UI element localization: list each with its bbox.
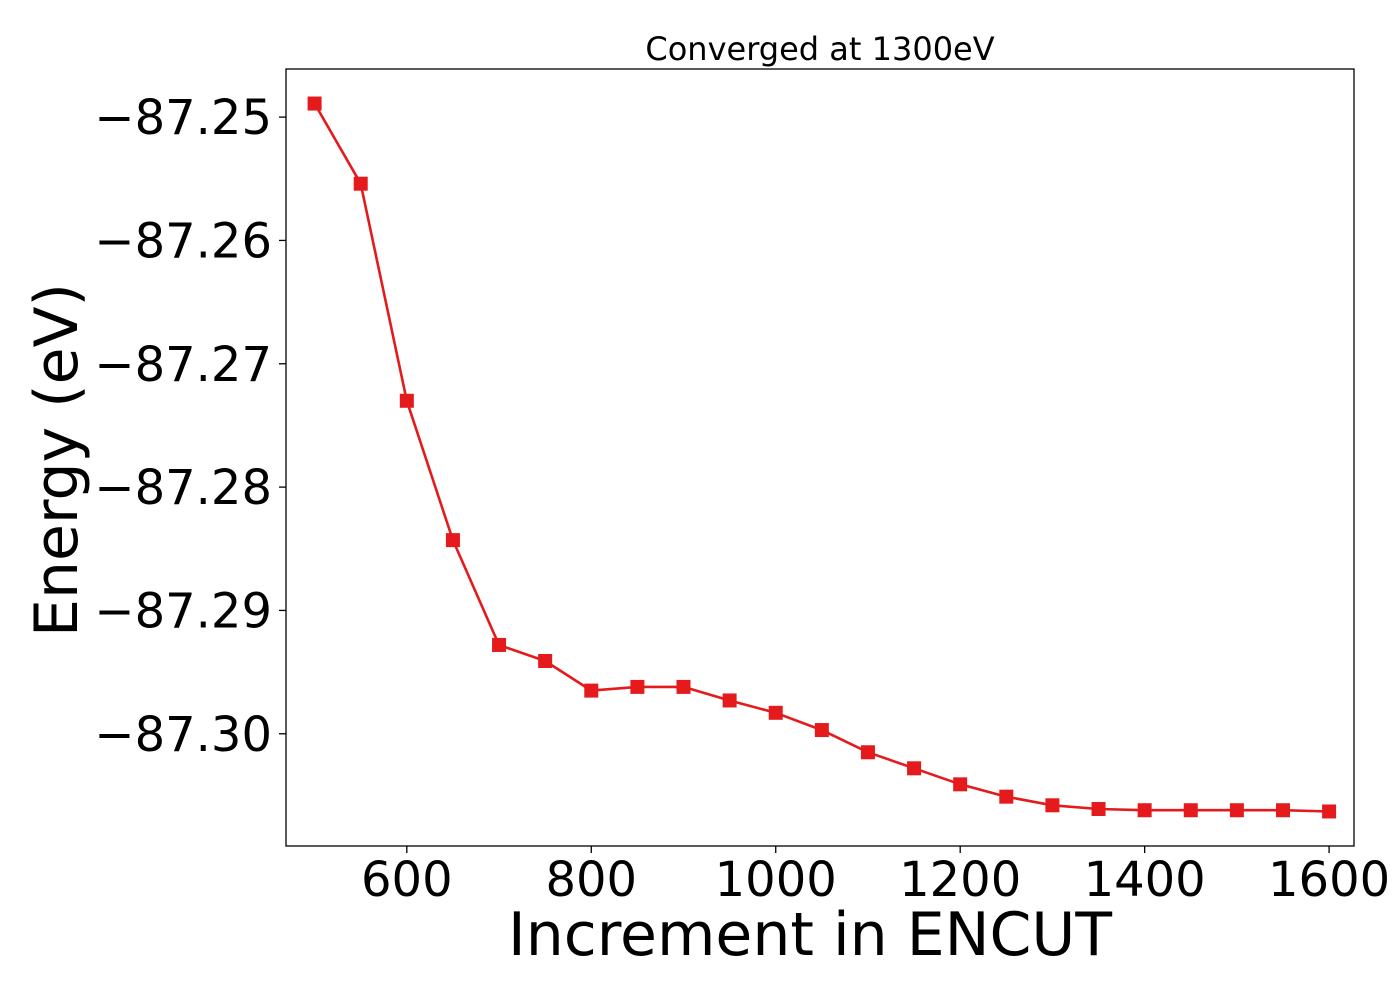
data-point (953, 777, 968, 792)
data-point (1045, 798, 1060, 813)
data-point (1275, 803, 1290, 818)
y-tick-label: −87.30 (94, 707, 272, 763)
data-point (492, 637, 507, 652)
x-tick-label: 1600 (1268, 852, 1390, 908)
x-tick-label: 800 (545, 852, 637, 908)
x-axis-label: Increment in ENCUT (508, 900, 1112, 970)
x-tick-label: 1400 (1084, 852, 1206, 908)
series-line (313, 102, 1330, 813)
data-series (307, 96, 1337, 819)
data-point (630, 679, 645, 694)
data-point (445, 533, 460, 548)
chart-title: Converged at 1300eV (645, 30, 994, 68)
data-point (1137, 803, 1152, 818)
x-axis-ticks: 600 800 1000 1200 1400 1600 (361, 846, 1390, 908)
data-point (999, 789, 1014, 804)
x-tick-label: 1200 (899, 852, 1021, 908)
data-point (399, 393, 414, 408)
y-tick-label: −87.27 (94, 337, 272, 393)
data-point (860, 745, 875, 760)
data-point (814, 723, 829, 738)
y-tick-label: −87.28 (94, 460, 272, 516)
x-tick-label: 1000 (715, 852, 837, 908)
data-point (1183, 803, 1198, 818)
data-point (584, 683, 599, 698)
data-point (907, 761, 922, 776)
y-tick-label: −87.29 (94, 583, 272, 639)
data-point (1229, 803, 1244, 818)
data-point (722, 693, 737, 708)
y-tick-label: −87.26 (94, 213, 272, 269)
data-point (1322, 804, 1337, 819)
y-tick-label: −87.25 (94, 90, 272, 146)
data-point (307, 96, 322, 111)
y-axis-label: Energy (eV) (22, 283, 92, 637)
x-tick-label: 600 (361, 852, 453, 908)
y-axis-ticks: −87.25 −87.26 −87.27 −87.28 −87.29 −87.30 (94, 90, 286, 763)
data-point (676, 679, 691, 694)
data-point (1091, 802, 1106, 816)
plot-area (285, 68, 1355, 847)
data-point (538, 654, 553, 668)
data-point (353, 176, 368, 191)
data-point (768, 705, 783, 720)
